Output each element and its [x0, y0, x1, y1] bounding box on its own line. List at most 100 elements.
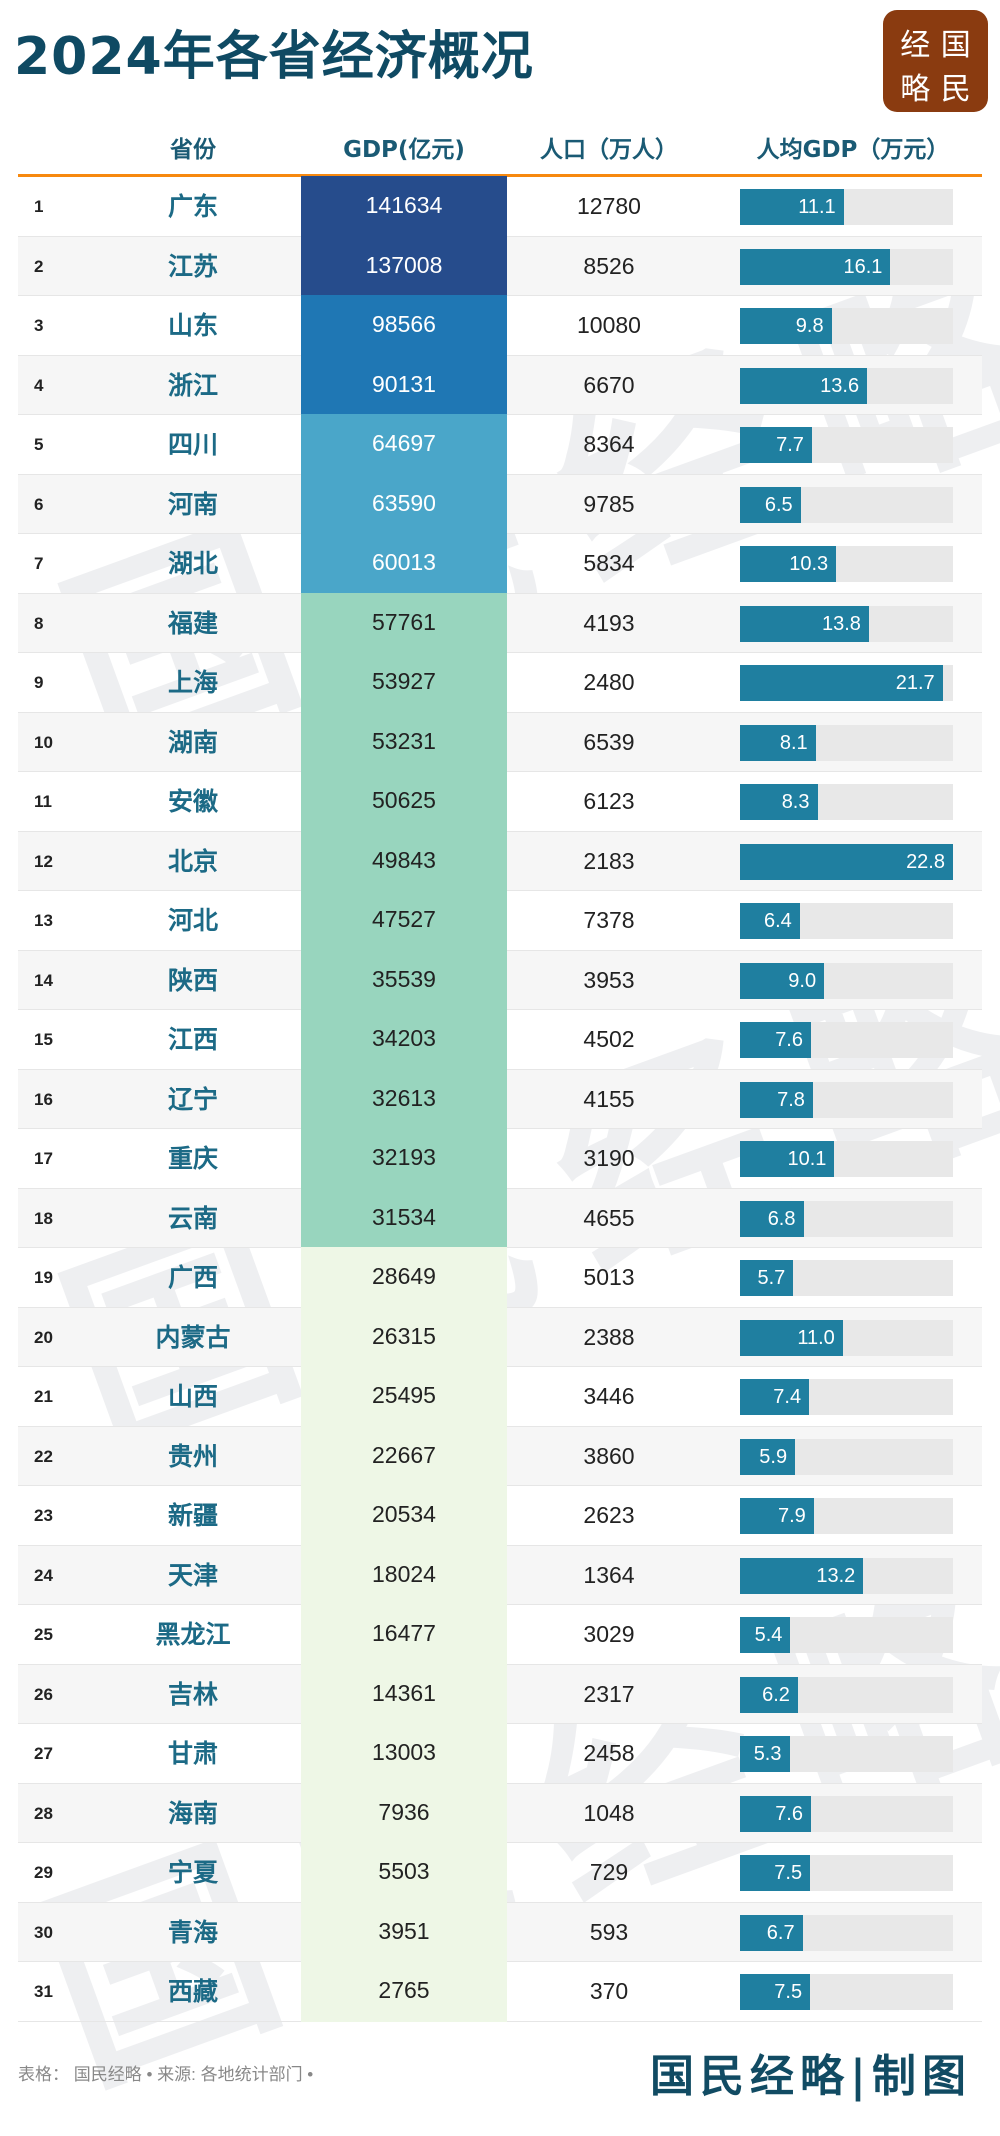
per-capita-bar: 11.0 — [740, 1319, 843, 1356]
gdp-cell: 98566 — [301, 295, 507, 356]
per-capita-bar-track: 9.0 — [740, 962, 953, 999]
population-cell: 729 — [589, 1859, 629, 1885]
province-name: 安徽 — [167, 787, 219, 816]
population-cell: 2317 — [583, 1680, 635, 1707]
population-cell: 6123 — [583, 788, 635, 814]
gdp-cell: 57761 — [301, 592, 507, 653]
table-row: 13 河北 47527 7378 6.4 — [18, 890, 982, 951]
rank: 31 — [34, 1982, 53, 2001]
per-capita-bar-track: 6.2 — [740, 1676, 953, 1713]
per-capita-bar: 6.5 — [740, 486, 801, 523]
province-name: 重庆 — [167, 1144, 219, 1173]
province-name: 山西 — [167, 1382, 219, 1411]
header-gdp: GDP(亿元) — [343, 137, 465, 163]
gdp-cell: 3951 — [301, 1901, 507, 1962]
rank: 26 — [34, 1684, 53, 1704]
gdp-cell: 14361 — [301, 1663, 507, 1724]
gdp-cell: 32613 — [301, 1068, 507, 1129]
population-cell: 593 — [589, 1918, 629, 1945]
population-cell: 4655 — [583, 1204, 635, 1231]
per-capita-bar: 6.2 — [740, 1676, 798, 1713]
table-row: 11 安徽 50625 6123 8.3 — [18, 771, 982, 832]
table-row: 22 贵州 22667 3860 5.9 — [18, 1425, 982, 1486]
province-name: 云南 — [167, 1203, 219, 1233]
per-capita-bar: 7.9 — [740, 1498, 814, 1534]
per-capita-bar: 7.6 — [740, 1022, 811, 1058]
per-capita-bar: 8.3 — [740, 784, 818, 820]
logo-char: 民 — [940, 72, 971, 107]
population-cell: 3953 — [583, 966, 635, 993]
per-capita-bar-track: 8.3 — [740, 784, 953, 820]
per-capita-bar: 7.8 — [740, 1081, 813, 1118]
gdp-cell: 26315 — [301, 1306, 507, 1367]
per-capita-bar-track: 7.9 — [740, 1498, 953, 1534]
table-row: 10 湖南 53231 6539 8.1 — [18, 711, 982, 772]
province-name: 浙江 — [167, 370, 219, 400]
rank: 27 — [34, 1744, 53, 1763]
table-row: 31 西藏 2765 370 7.5 — [18, 1961, 982, 2022]
per-capita-bar-track: 10.3 — [740, 546, 953, 582]
per-capita-bar-track: 16.1 — [740, 248, 953, 285]
rank: 13 — [34, 911, 53, 930]
population-cell: 370 — [589, 1978, 629, 2004]
gdp-cell: 141634 — [301, 176, 507, 237]
population-cell: 4193 — [583, 609, 635, 636]
gdp-cell: 34203 — [301, 1009, 507, 1070]
province-name: 甘肃 — [167, 1739, 219, 1768]
rank: 2 — [34, 256, 44, 276]
province-name: 江西 — [167, 1025, 219, 1054]
table-row: 24 天津 18024 1364 13.2 — [18, 1544, 982, 1605]
province-name: 河南 — [167, 489, 219, 519]
per-capita-bar-track: 6.4 — [740, 903, 953, 939]
table-row: 14 陕西 35539 3953 9.0 — [18, 949, 982, 1010]
table-row: 20 内蒙古 26315 2388 11.0 — [18, 1306, 982, 1367]
table-row: 15 江西 34203 4502 7.6 — [18, 1009, 982, 1070]
population-cell: 3190 — [583, 1145, 635, 1171]
source-note: 表格： 国民经略 • 来源: 各地统计部门 • — [18, 2065, 314, 2084]
gdp-cell: 47527 — [301, 890, 507, 951]
rank: 9 — [34, 673, 44, 692]
per-capita-bar-track: 6.7 — [740, 1914, 953, 1951]
province-name: 湖南 — [167, 727, 219, 757]
table-row: 1 广东 141634 12780 11.1 — [18, 176, 982, 237]
gdp-cell: 49843 — [301, 830, 507, 891]
rank: 7 — [34, 554, 44, 573]
table-row: 4 浙江 90131 6670 13.6 — [18, 354, 982, 415]
table-row: 30 青海 3951 593 6.7 — [18, 1901, 982, 1962]
province-name: 宁夏 — [167, 1858, 219, 1887]
per-capita-bar: 8.1 — [740, 724, 816, 761]
per-capita-bar-track: 5.3 — [740, 1736, 953, 1772]
gdp-cell: 28649 — [301, 1247, 507, 1308]
per-capita-bar: 6.8 — [740, 1200, 804, 1237]
per-capita-bar: 5.7 — [740, 1260, 794, 1296]
per-capita-bar: 11.1 — [740, 189, 844, 225]
table-row: 6 河南 63590 9785 6.5 — [18, 473, 982, 534]
province-name: 陕西 — [167, 965, 219, 995]
population-cell: 2183 — [583, 847, 635, 874]
gdp-cell: 5503 — [301, 1842, 507, 1903]
per-capita-bar: 16.1 — [740, 248, 891, 285]
province-name: 湖北 — [167, 549, 219, 578]
table-row: 19 广西 28649 5013 5.7 — [18, 1247, 982, 1308]
population-cell: 12780 — [577, 193, 641, 219]
brand-logo: 经 国 略 民 — [883, 10, 988, 112]
population-cell: 4155 — [583, 1085, 635, 1112]
table-row: 18 云南 31534 4655 6.8 — [18, 1187, 982, 1248]
table-row: 2 江苏 137008 8526 16.1 — [18, 235, 982, 296]
province-name: 贵州 — [167, 1441, 219, 1471]
gdp-cell: 64697 — [301, 414, 507, 475]
table-row: 9 上海 53927 2480 21.7 — [18, 652, 982, 713]
signature: 国民经略|制图 — [650, 2051, 973, 2102]
header-divider — [18, 174, 982, 177]
population-cell: 7378 — [583, 907, 635, 933]
table-row: 23 新疆 20534 2623 7.9 — [18, 1485, 982, 1546]
per-capita-bar: 7.7 — [740, 427, 812, 463]
rank: 28 — [34, 1803, 53, 1823]
province-name: 青海 — [167, 1917, 219, 1947]
province-name: 上海 — [167, 668, 219, 697]
gdp-cell: 31534 — [301, 1187, 507, 1248]
rank: 24 — [34, 1565, 53, 1585]
per-capita-bar: 7.6 — [740, 1795, 811, 1832]
gdp-cell: 25495 — [301, 1366, 507, 1427]
per-capita-bar-track: 7.6 — [740, 1022, 953, 1058]
